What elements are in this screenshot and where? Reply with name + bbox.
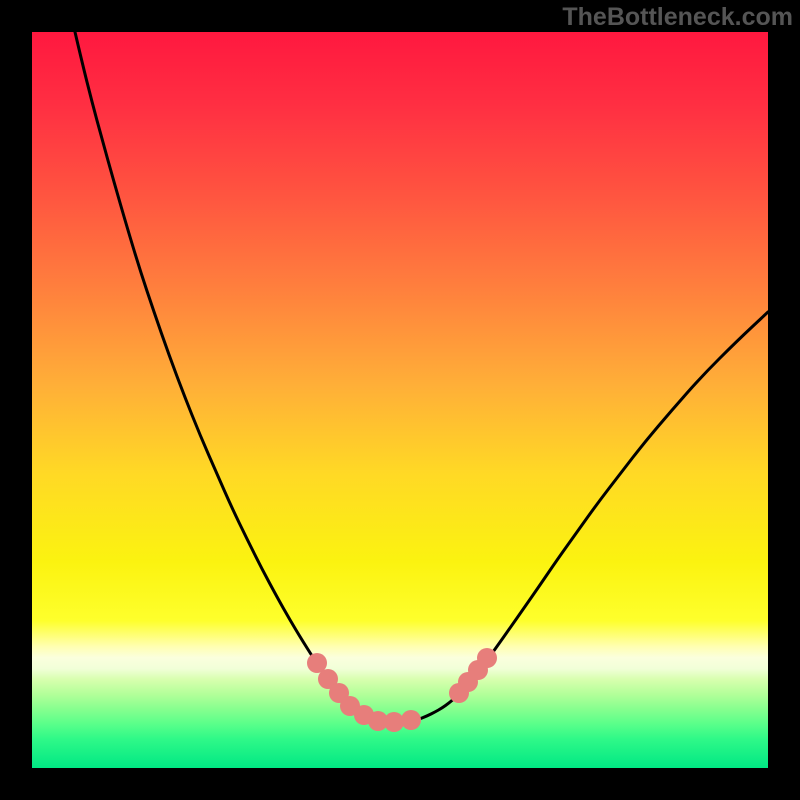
marker-dot (384, 712, 404, 732)
marker-dot (401, 710, 421, 730)
bottleneck-chart (32, 32, 768, 768)
marker-dot (477, 648, 497, 668)
watermark-text: TheBottleneck.com (562, 3, 793, 32)
chart-frame (32, 32, 768, 768)
gradient-background (32, 32, 768, 768)
